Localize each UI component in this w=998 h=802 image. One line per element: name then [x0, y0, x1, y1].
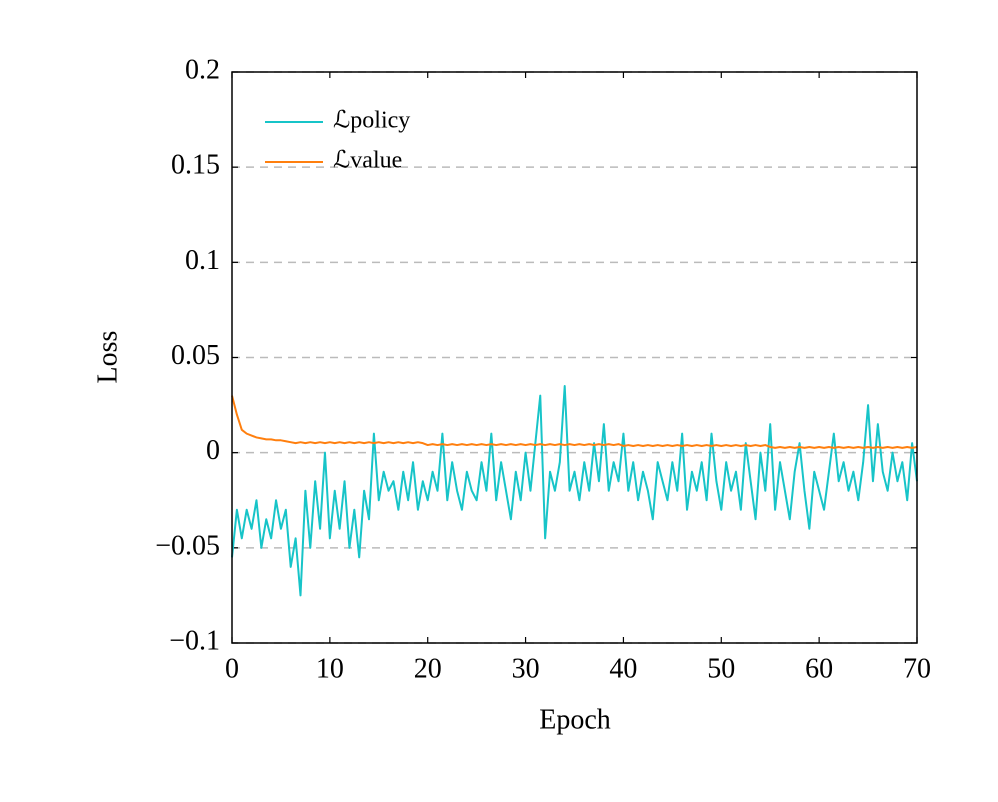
x-tick-label: 20	[414, 653, 442, 684]
x-tick-label: 0	[225, 653, 239, 684]
x-axis-label: Epoch	[539, 704, 611, 735]
x-tick-label: 60	[805, 653, 833, 684]
y-tick-label: −0.1	[169, 625, 220, 656]
y-tick-label: 0.1	[185, 245, 220, 276]
legend-label: ℒvalue	[333, 148, 402, 174]
legend-label: ℒpolicy	[333, 108, 410, 134]
y-tick-label: −0.05	[155, 530, 220, 561]
x-tick-label: 30	[512, 653, 540, 684]
x-tick-label: 70	[903, 653, 931, 684]
y-tick-label: 0.05	[171, 340, 220, 371]
x-tick-label: 40	[609, 653, 637, 684]
plot-frame	[231, 71, 918, 644]
y-tick-label: 0.15	[171, 150, 220, 181]
series-line	[231, 385, 918, 597]
y-tick-label: 0.2	[185, 54, 220, 85]
y-tick-label: 0	[206, 435, 220, 466]
x-tick-label: 10	[316, 653, 344, 684]
x-tick-label: 50	[707, 653, 735, 684]
series-line	[231, 395, 918, 449]
y-axis-label: Loss	[92, 331, 123, 384]
